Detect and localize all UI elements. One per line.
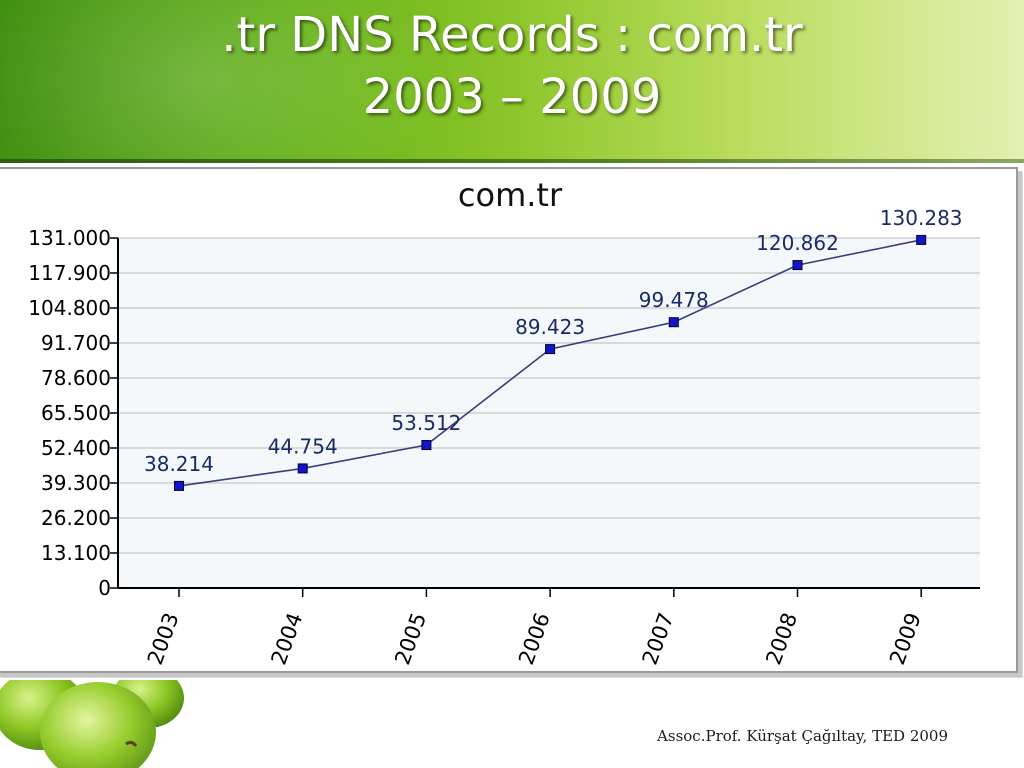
y-tick-label: 39.300	[41, 471, 111, 495]
y-tick-label: 91.700	[41, 331, 111, 355]
y-tick-label: 52.400	[41, 436, 111, 460]
y-tick-label: 0	[98, 576, 111, 600]
apples-decoration	[0, 680, 184, 768]
data-point-marker	[792, 260, 803, 271]
x-tick-label: 2008	[761, 610, 802, 668]
data-point-marker	[421, 440, 432, 451]
x-tick-label: 2006	[514, 610, 555, 668]
y-tick-label: 26.200	[41, 506, 111, 530]
data-label: 130.283	[880, 206, 963, 230]
data-label: 120.862	[756, 231, 839, 255]
y-tick-label: 131.000	[28, 226, 111, 250]
data-point-marker	[297, 463, 308, 474]
x-tick-label: 2003	[143, 610, 184, 668]
page-title: .tr DNS Records : com.tr 2003 – 2009	[0, 4, 1024, 128]
y-tick-label: 104.800	[28, 296, 111, 320]
chart-title: com.tr	[458, 176, 563, 214]
footer-credit: Assoc.Prof. Kürşat Çağıltay, TED 2009	[657, 727, 948, 745]
data-label: 89.423	[515, 315, 585, 339]
data-label: 38.214	[144, 452, 214, 476]
y-tick-label: 13.100	[41, 541, 111, 565]
data-point-marker	[668, 317, 679, 328]
page-title-line-2: 2003 – 2009	[362, 69, 662, 125]
data-point-marker	[916, 234, 927, 245]
title-banner: .tr DNS Records : com.tr 2003 – 2009	[0, 0, 1024, 163]
y-tick-label: 78.600	[41, 366, 111, 390]
x-tick-label: 2004	[267, 610, 308, 668]
data-label: 53.512	[391, 411, 461, 435]
y-tick-label: 117.900	[28, 261, 111, 285]
data-point-marker	[545, 344, 556, 355]
x-tick-label: 2009	[885, 610, 926, 668]
line-chart: com.tr 0 13.100 26.200 39.300 52.400 65.500 78.…	[28, 176, 980, 668]
data-point-marker	[174, 480, 184, 491]
x-tick-label: 2007	[638, 610, 679, 668]
y-tick-label: 65.500	[41, 401, 111, 425]
x-tick-label: 2005	[390, 610, 431, 668]
data-label: 44.754	[268, 434, 338, 458]
chart-frame: com.tr 0 13.100 26.200 39.300 52.400 65.500 78.…	[0, 167, 1018, 673]
page-title-line-1: .tr DNS Records : com.tr	[221, 7, 803, 63]
data-label: 99.478	[639, 288, 709, 312]
